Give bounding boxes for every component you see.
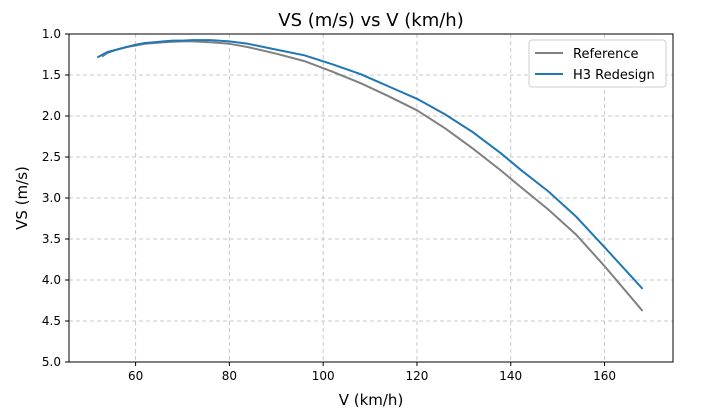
y-tick-label: 2.5 (42, 150, 61, 164)
x-tick-label: 100 (312, 369, 335, 383)
y-tick-label: 3.5 (42, 232, 61, 246)
legend-label-h3-redesign: H3 Redesign (573, 68, 655, 83)
series-line-h3-redesign (97, 39, 643, 290)
x-tick-label: 160 (593, 369, 616, 383)
x-tick-label: 80 (222, 369, 237, 383)
y-tick-label: 4.5 (42, 314, 61, 328)
legend-label-reference: Reference (573, 47, 638, 62)
y-tick-label: 5.0 (42, 355, 61, 369)
chart-title: VS (m/s) vs V (km/h) (278, 10, 463, 31)
series-layer (97, 39, 643, 312)
y-axis-title: VS (m/s) (13, 166, 31, 230)
x-tick-label: 60 (128, 369, 143, 383)
legend: Reference H3 Redesign (528, 39, 667, 88)
x-tick-label: 120 (406, 369, 429, 383)
y-tick-label: 1.5 (42, 68, 61, 82)
y-tick-label: 1.0 (42, 27, 61, 41)
y-tick-label: 3.0 (42, 191, 61, 205)
tick-layer: 60 80 100 120 140 160 1.0 1.5 2.0 2.5 3.0 3.5 4.0 4.5… (42, 27, 616, 383)
legend-box (528, 39, 667, 88)
x-tick-label: 140 (499, 369, 522, 383)
x-axis-title: V (km/h) (339, 391, 404, 409)
y-tick-label: 4.0 (42, 273, 61, 287)
y-tick-label: 2.0 (42, 109, 61, 123)
